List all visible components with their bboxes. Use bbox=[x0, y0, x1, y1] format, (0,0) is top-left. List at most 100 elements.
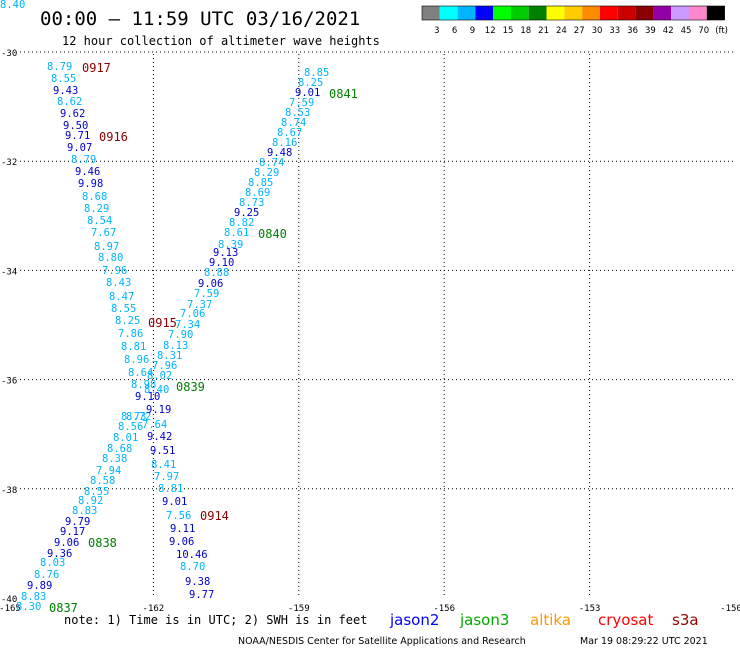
longitude-labels: -165 -162 -159 -156 -153 -150 bbox=[0, 604, 740, 614]
wave-height-value: 9.46 bbox=[75, 166, 100, 178]
wave-height-values: 8.798.559.438.629.629.509.719.078.799.46… bbox=[0, 0, 329, 613]
wave-height-value: 7.59 bbox=[289, 97, 314, 109]
wave-height-value: 7.94 bbox=[96, 465, 121, 477]
scale-label: 27 bbox=[574, 26, 585, 36]
wave-height-value: 8.74 bbox=[281, 117, 306, 129]
scale-label: 70 bbox=[698, 26, 709, 36]
wave-height-value: 8.55 bbox=[51, 73, 76, 85]
wave-height-value: 8.82 bbox=[229, 217, 254, 229]
scale-swatch bbox=[671, 6, 689, 20]
scale-swatch bbox=[706, 6, 725, 20]
latitude-labels: -30 -32 -34 -36 -38 -40 bbox=[1, 49, 17, 605]
scale-swatch bbox=[475, 6, 494, 20]
wave-height-value: 9.89 bbox=[27, 580, 52, 592]
wave-height-value: 10.46 bbox=[176, 549, 208, 561]
wave-height-value: 8.68 bbox=[82, 191, 107, 203]
scale-label: 15 bbox=[503, 26, 514, 36]
wave-height-value: 8.38 bbox=[102, 453, 127, 465]
wave-height-value: 8.92 bbox=[78, 495, 103, 507]
wave-height-value: 8.73 bbox=[239, 197, 264, 209]
wave-height-value: 8.81 bbox=[158, 483, 183, 495]
wave-height-value: 8.25 bbox=[298, 77, 323, 89]
wave-height-value: 9.01 bbox=[162, 496, 187, 508]
scale-label: 21 bbox=[538, 26, 549, 36]
wave-height-value: 9.07 bbox=[67, 142, 92, 154]
wave-height-value: 8.81 bbox=[121, 341, 146, 353]
wave-height-value: 8.31 bbox=[157, 350, 182, 362]
wave-height-value: 8.29 bbox=[84, 203, 109, 215]
wave-height-value: 8.40 bbox=[144, 384, 169, 396]
scale-label: 18 bbox=[520, 26, 531, 36]
wave-height-value: 8.85 bbox=[248, 177, 273, 189]
lon-label: -159 bbox=[288, 604, 310, 614]
scale-label: (ft) bbox=[715, 26, 728, 36]
wave-height-value: 8.03 bbox=[40, 557, 65, 569]
wave-height-value: 8.79 bbox=[47, 61, 72, 73]
lat-label: -34 bbox=[1, 267, 17, 277]
pass-label: 0914 bbox=[200, 509, 229, 523]
wave-height-value: 8.01 bbox=[113, 432, 138, 444]
wave-height-value: 9.79 bbox=[65, 516, 90, 528]
wave-height-value: 7.96 bbox=[152, 360, 177, 372]
scale-label: 33 bbox=[609, 26, 620, 36]
satellite-legend: jason2 jason3 altika cryosat s3a bbox=[389, 611, 699, 629]
wave-height-value: 9.06 bbox=[169, 536, 194, 548]
wave-height-value: 8.80 bbox=[98, 252, 123, 264]
wave-height-value: 9.13 bbox=[213, 247, 238, 259]
scale-label: 3 bbox=[434, 26, 439, 36]
wave-height-value: 8.55 bbox=[111, 303, 136, 315]
pass-label: 0917 bbox=[82, 61, 111, 75]
color-scale: 3 6 9 12 15 18 21 24 27 30 33 36 39 42 45 70 (ft) bbox=[421, 5, 728, 36]
scale-swatch bbox=[564, 6, 583, 20]
wave-height-value: 8.47 bbox=[109, 291, 134, 303]
lon-label: -162 bbox=[143, 604, 165, 614]
scale-swatch bbox=[546, 6, 565, 20]
scale-swatch bbox=[457, 6, 476, 20]
wave-height-value: 8.58 bbox=[90, 475, 115, 487]
pass-label: 0838 bbox=[88, 536, 117, 550]
wave-height-value: 8.83 bbox=[21, 591, 46, 603]
wave-height-value: 7.67 bbox=[91, 227, 116, 239]
scale-swatch bbox=[439, 6, 458, 20]
wave-height-value: 9.36 bbox=[47, 548, 72, 560]
wave-height-value: 8.70 bbox=[180, 561, 205, 573]
satellite-jason3: jason3 bbox=[459, 611, 509, 629]
wave-height-value: 8.85 bbox=[304, 67, 329, 79]
pass-labels: 0917 0916 0915 0914 0841 0840 0839 0838 0837 bbox=[49, 61, 358, 615]
wave-height-value: 8.72 bbox=[126, 411, 151, 423]
wave-height-value: 9.06 bbox=[54, 537, 79, 549]
wave-height-value: 9.50 bbox=[63, 120, 88, 132]
scale-swatch bbox=[653, 6, 672, 20]
scale-swatch bbox=[600, 6, 618, 20]
lat-label: -30 bbox=[1, 49, 17, 59]
wave-height-value: 9.10 bbox=[209, 257, 234, 269]
wave-height-value: 8.40 bbox=[0, 0, 25, 11]
satellite-cryosat: cryosat bbox=[598, 611, 653, 629]
wave-height-value: 9.11 bbox=[170, 523, 195, 535]
lat-label: -38 bbox=[1, 486, 17, 496]
wave-height-value: 7.59 bbox=[194, 288, 219, 300]
wave-height-value: 8.68 bbox=[107, 443, 132, 455]
wave-height-value: 8.41 bbox=[151, 459, 176, 471]
wave-height-value: 8.74 bbox=[259, 157, 284, 169]
wave-height-value: 7.64 bbox=[142, 419, 167, 431]
wave-height-value: 8.79 bbox=[71, 154, 96, 166]
scale-label: 6 bbox=[452, 26, 457, 36]
pass-label: 0916 bbox=[99, 130, 128, 144]
page-title: 00:00 – 11:59 UTC 03/16/2021 bbox=[40, 8, 360, 30]
pass-label: 0837 bbox=[49, 601, 78, 615]
satellite-s3a: s3a bbox=[672, 611, 699, 629]
wave-height-value: 9.43 bbox=[53, 85, 78, 97]
page-subtitle: 12 hour collection of altimeter wave hei… bbox=[62, 34, 380, 48]
wave-height-value: 9.19 bbox=[146, 404, 171, 416]
scale-label: 9 bbox=[470, 26, 475, 36]
scale-swatch bbox=[528, 6, 547, 20]
lon-label: -165 bbox=[0, 604, 21, 614]
scale-swatch bbox=[511, 6, 529, 20]
wave-height-value: 9.77 bbox=[189, 589, 214, 601]
scale-label: 24 bbox=[556, 26, 567, 36]
pass-label: 0839 bbox=[176, 380, 205, 394]
wave-height-value: 8.73 bbox=[121, 411, 146, 423]
wave-height-value: 7.06 bbox=[180, 308, 205, 320]
wave-height-value: 9.01 bbox=[295, 87, 320, 99]
